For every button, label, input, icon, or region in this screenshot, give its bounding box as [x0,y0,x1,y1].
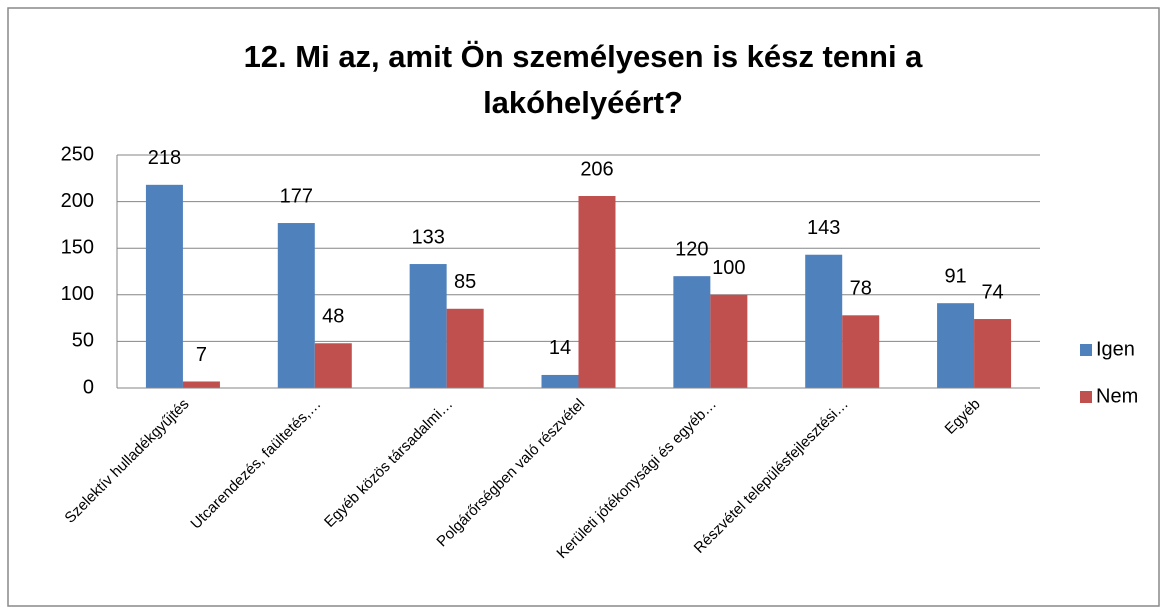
y-tick-label: 200 [61,190,94,212]
bar [145,184,183,388]
legend-label: Nem [1096,385,1138,407]
data-label: 143 [807,217,840,239]
bar [805,254,843,388]
data-label: 48 [322,306,344,328]
bar [578,196,616,388]
chart-title: 12. Mi az, amit Ön személyesen is kész t… [243,39,923,120]
data-label: 91 [944,265,966,287]
y-tick-label: 0 [83,376,94,398]
legend-label: Igen [1096,338,1135,360]
bar [974,319,1012,388]
data-label: 14 [549,337,571,359]
bar [710,294,748,388]
data-label: 7 [196,344,207,366]
bar [842,315,880,388]
data-label: 218 [148,147,181,169]
data-label: 74 [981,281,1003,303]
y-tick-label: 150 [61,236,94,258]
data-label: 133 [411,226,444,248]
bar [937,303,975,388]
bar [409,264,447,388]
bar [182,381,220,388]
data-label: 206 [580,158,613,180]
data-label: 100 [712,257,745,279]
data-label: 85 [454,271,476,293]
data-label: 120 [675,238,708,260]
y-tick-label: 100 [61,283,94,305]
y-tick-label: 250 [61,143,94,165]
bar [277,223,315,388]
legend-swatch [1080,391,1092,403]
legend-swatch [1080,344,1092,356]
y-tick-label: 50 [72,330,94,352]
bar [446,308,484,388]
bar [314,343,352,388]
data-label: 177 [280,185,313,207]
bar [673,276,711,388]
bar [541,374,579,388]
data-label: 78 [850,278,872,300]
